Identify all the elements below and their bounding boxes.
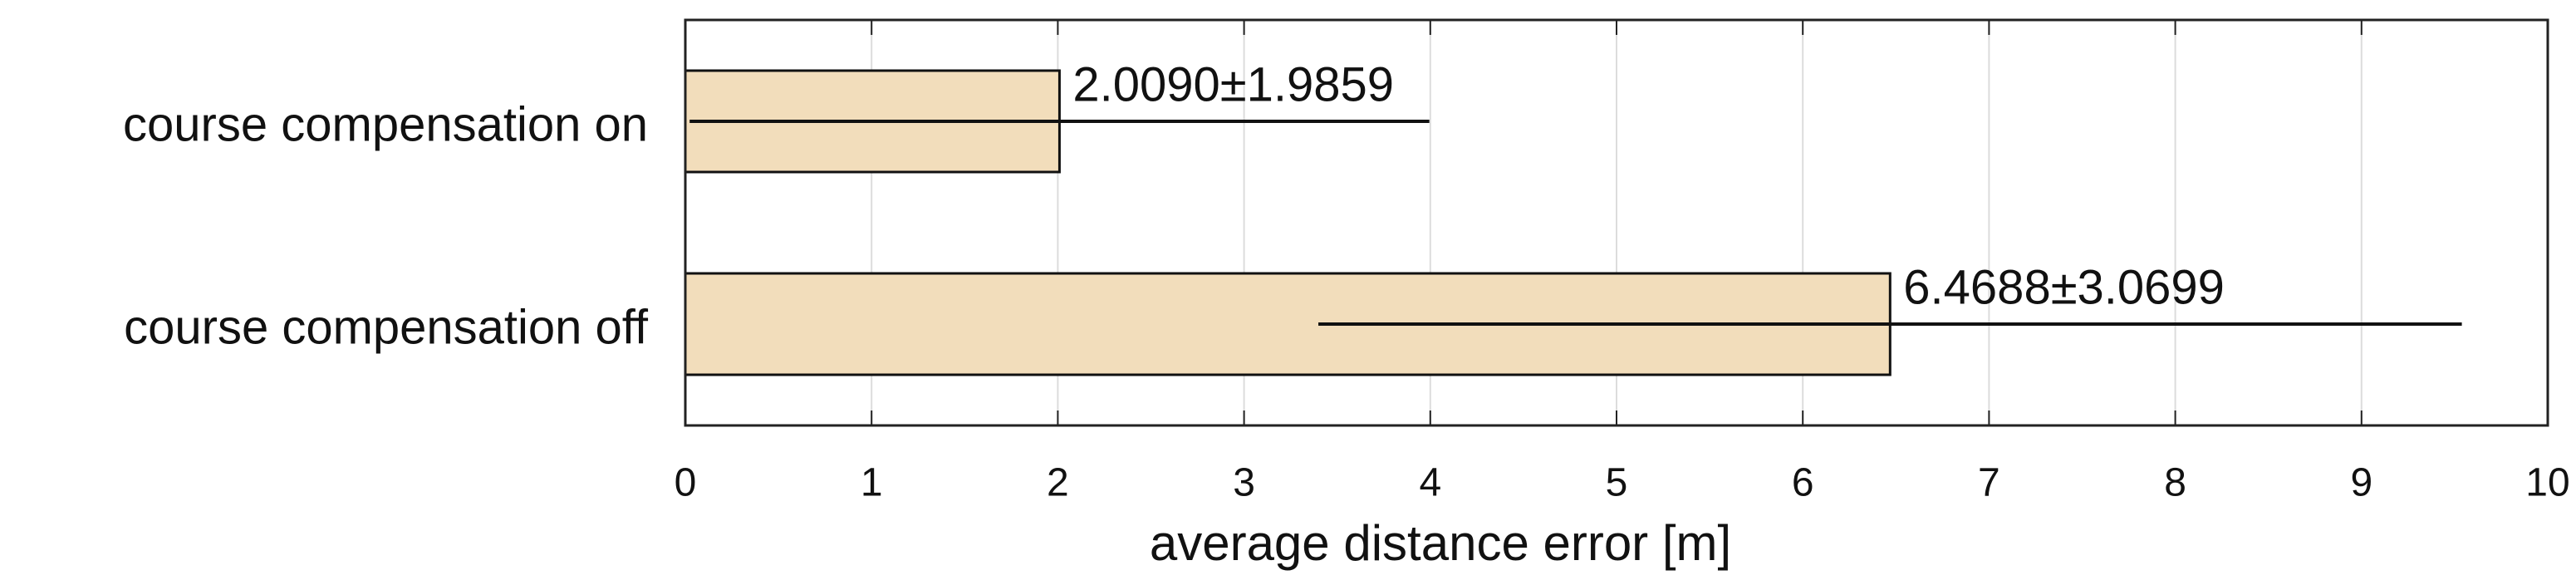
x-tick-label: 7 (1978, 461, 2000, 505)
y-tick-label: course compensation off (124, 300, 649, 354)
x-tick-label: 5 (1606, 461, 1628, 505)
x-tick-label: 2 (1047, 461, 1069, 505)
x-tick-label: 8 (2164, 461, 2186, 505)
plot-frame (684, 18, 2549, 427)
x-tick-label: 9 (2350, 461, 2372, 505)
data-label: 6.4688±3.0699 (1903, 260, 2225, 314)
x-tick-label: 1 (861, 461, 883, 505)
x-tick-label: 6 (1792, 461, 1814, 505)
x-tick-label: 0 (675, 461, 697, 505)
x-tick-label: 3 (1233, 461, 1255, 505)
data-label: 2.0090±1.9859 (1072, 57, 1394, 111)
x-tick-label: 10 (2525, 461, 2569, 505)
x-tick-label: 4 (1419, 461, 1441, 505)
x-axis-title: average distance error [m] (1150, 515, 1731, 571)
y-tick-label: course compensation on (123, 97, 648, 151)
